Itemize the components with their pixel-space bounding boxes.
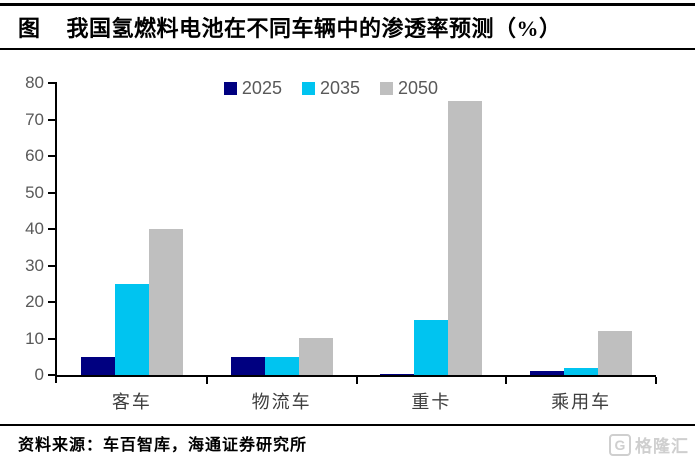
bar-2050-c1 bbox=[298, 338, 333, 375]
logo-text: 格隆汇 bbox=[635, 437, 689, 456]
legend-color-swatch-2025 bbox=[223, 81, 237, 95]
x-tick bbox=[205, 377, 208, 384]
y-axis-line bbox=[55, 82, 57, 383]
x-category-label: 重卡 bbox=[411, 392, 452, 412]
bar-2035-c3 bbox=[564, 368, 599, 375]
y-tick bbox=[48, 337, 56, 340]
legend-item-2025: 2025 bbox=[223, 78, 282, 98]
y-tick-label: 30 bbox=[25, 255, 44, 275]
bar-2035-c2 bbox=[414, 320, 449, 375]
y-tick-label: 50 bbox=[25, 182, 44, 202]
y-tick bbox=[48, 191, 56, 194]
y-tick bbox=[48, 118, 56, 121]
y-tick-label: 20 bbox=[25, 292, 44, 311]
x-tick bbox=[655, 377, 657, 384]
chart-title: 图 我国氢燃料电池在不同车辆中的渗透率预测（%） bbox=[18, 11, 688, 43]
y-tick-label: 0 bbox=[34, 365, 44, 384]
x-category-label: 客车 bbox=[111, 392, 152, 412]
x-category-label: 乘用车 bbox=[551, 392, 612, 412]
x-category-label: 物流车 bbox=[251, 392, 312, 412]
top-border-line bbox=[0, 3, 695, 6]
bar-2050-c3 bbox=[598, 331, 633, 375]
title-text: 我国氢燃料电池在不同车辆中的渗透率预测（%） bbox=[66, 16, 562, 41]
y-tick bbox=[48, 228, 56, 230]
legend-color-swatch-2035 bbox=[301, 81, 315, 95]
y-tick bbox=[48, 301, 56, 303]
y-tick bbox=[48, 264, 56, 267]
bar-2035-c0 bbox=[114, 284, 149, 375]
legend-color-swatch-2050 bbox=[380, 81, 394, 95]
bar-2025-c1 bbox=[230, 357, 265, 375]
y-tick bbox=[48, 374, 56, 376]
bar-2025-c3 bbox=[530, 371, 565, 375]
footer-divider-line bbox=[0, 424, 695, 426]
x-tick bbox=[505, 377, 508, 384]
y-tick bbox=[48, 155, 56, 157]
gelonghui-logo: G 格隆汇 bbox=[609, 432, 689, 457]
legend-label: 2025 bbox=[241, 78, 282, 98]
bar-2025-c0 bbox=[80, 357, 115, 375]
y-tick-label: 10 bbox=[25, 328, 44, 348]
legend-item-2035: 2035 bbox=[301, 78, 361, 98]
title-tag: 图 bbox=[18, 16, 41, 41]
y-tick-label: 80 bbox=[25, 73, 44, 92]
chart-legend: 2025 2035 2050 bbox=[0, 79, 662, 97]
title-underline bbox=[0, 48, 695, 50]
legend-item-2050: 2050 bbox=[380, 79, 438, 97]
legend-label: 2050 bbox=[398, 78, 439, 98]
bar-2050-c0 bbox=[148, 229, 183, 375]
legend-label: 2035 bbox=[319, 78, 361, 98]
y-tick-label: 40 bbox=[25, 219, 44, 238]
source-note: 资料来源：车百智库，海通证券研究所 bbox=[18, 437, 308, 454]
y-tick-label: 70 bbox=[25, 109, 44, 129]
y-tick-label: 60 bbox=[25, 146, 44, 165]
bar-2025-c2 bbox=[380, 374, 415, 375]
y-tick bbox=[48, 82, 56, 84]
x-tick bbox=[355, 377, 358, 384]
x-axis-line bbox=[55, 375, 656, 377]
logo-g-icon: G bbox=[609, 433, 631, 456]
bar-2050-c2 bbox=[448, 101, 483, 375]
bar-2035-c1 bbox=[264, 357, 299, 375]
